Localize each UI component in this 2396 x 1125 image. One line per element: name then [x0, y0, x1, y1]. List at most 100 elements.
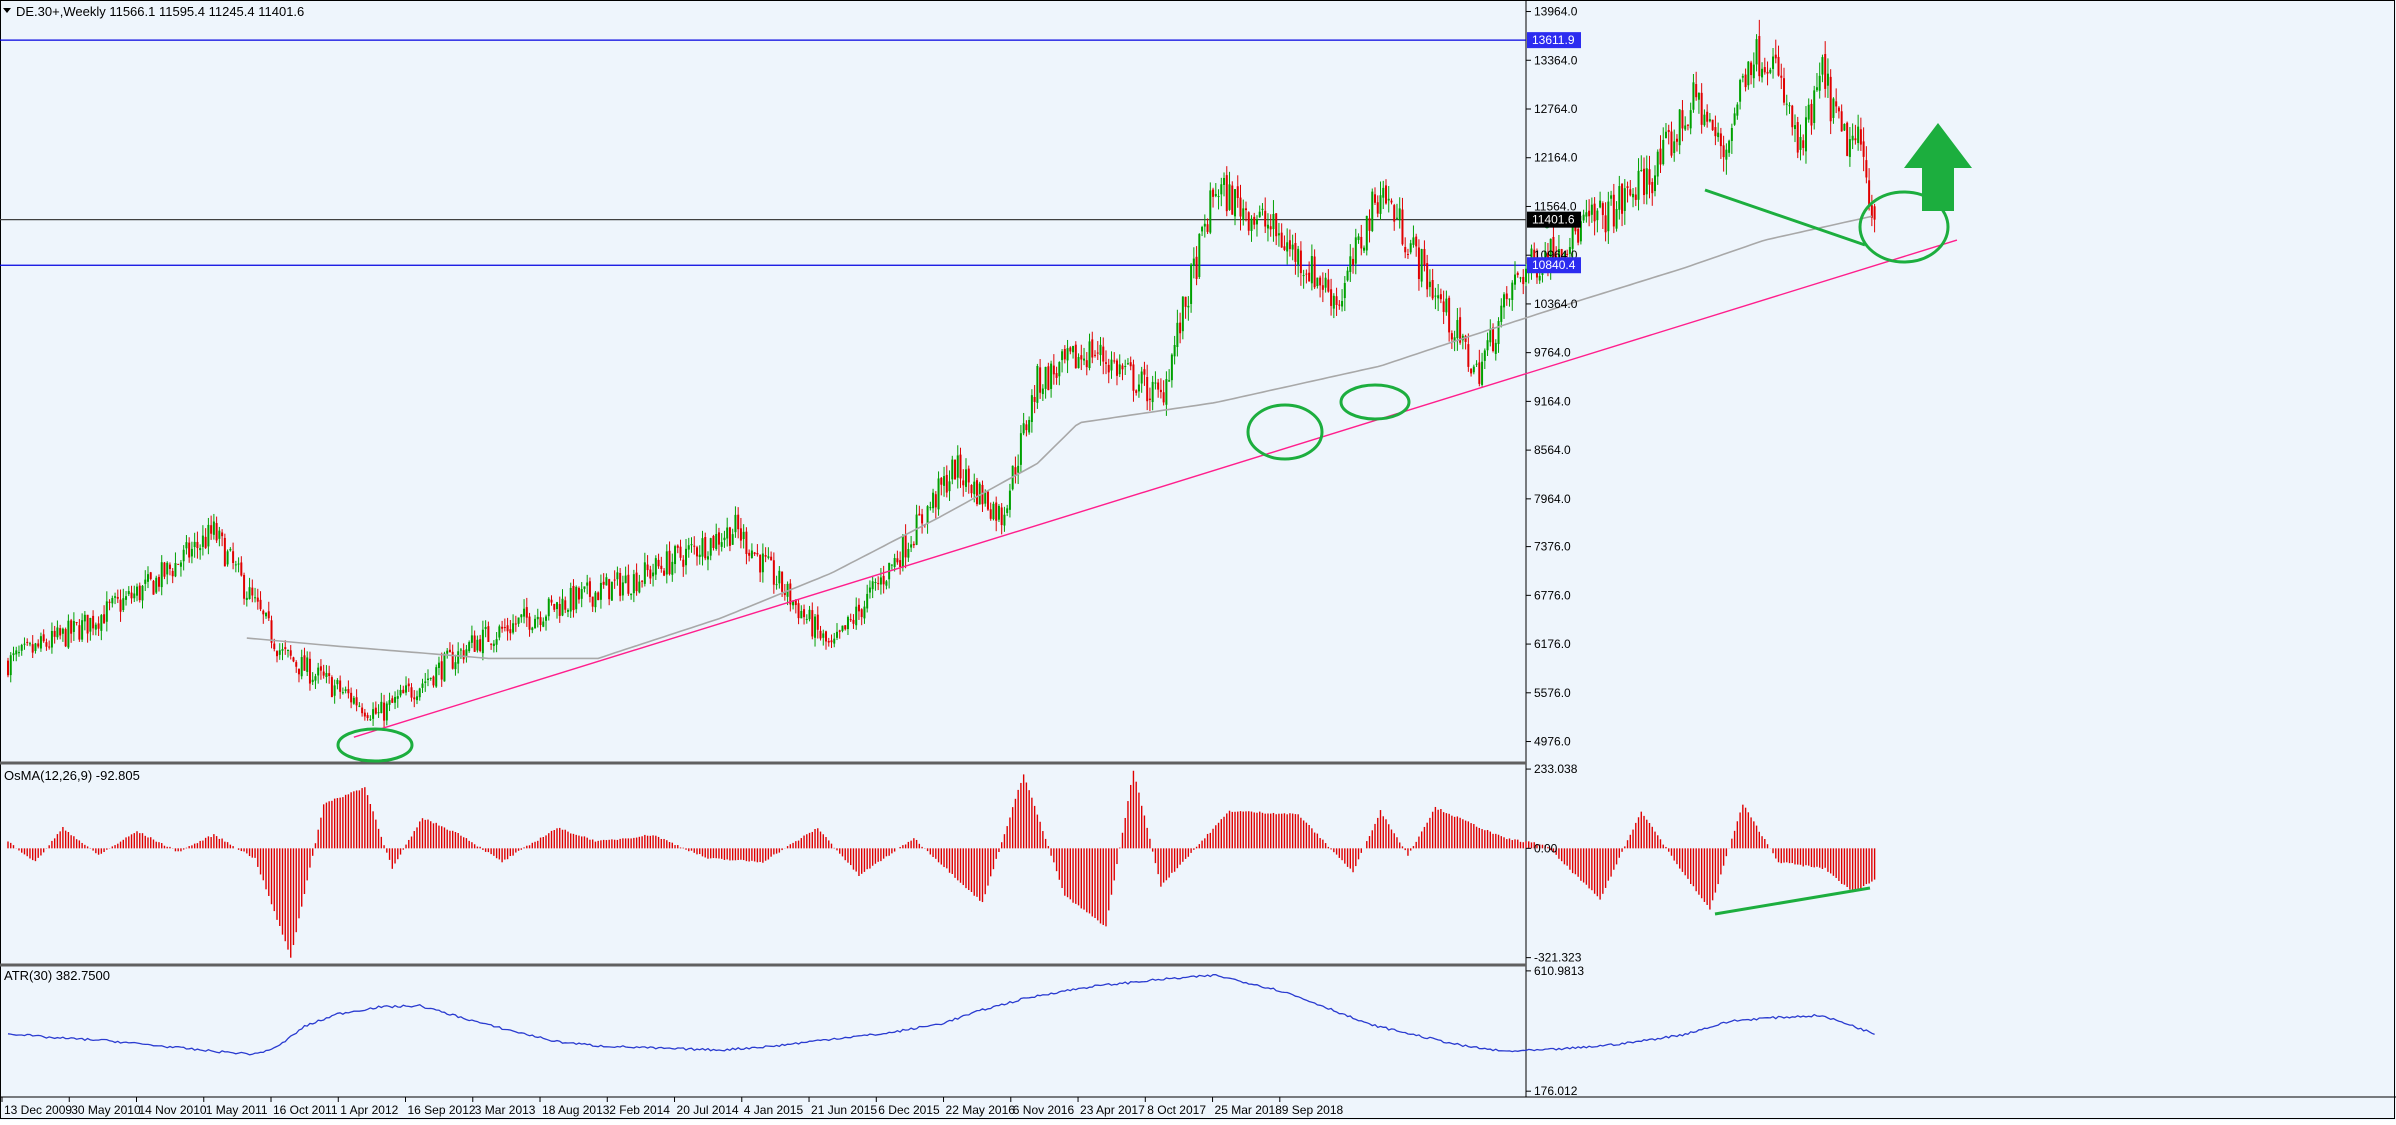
candle-body	[731, 534, 734, 545]
candle-body	[75, 622, 78, 624]
candle-body	[1052, 365, 1055, 375]
candle-body	[1489, 328, 1492, 343]
candle-body	[827, 640, 830, 643]
candle-body	[605, 577, 608, 586]
candle-body	[317, 667, 320, 676]
candle-body	[929, 507, 932, 509]
candle-body	[1228, 184, 1231, 210]
candle-body	[1804, 117, 1807, 152]
candle-body	[1036, 365, 1039, 403]
candle-body	[210, 525, 213, 534]
candle-body	[103, 614, 106, 624]
price-scale[interactable]: 13964.013364.012764.012164.011564.010964…	[1526, 5, 1578, 749]
candle-body	[1283, 246, 1286, 250]
price-pane[interactable]: DE.30+,Weekly 11566.1 11595.4 11245.4 11…	[0, 4, 1972, 763]
candle-body	[1514, 274, 1517, 285]
candle-body	[1080, 355, 1083, 360]
candle-body	[34, 643, 37, 651]
candle-body	[1343, 282, 1346, 299]
candle-body	[1157, 382, 1160, 390]
atr-tick-label: 176.012	[1534, 1084, 1578, 1098]
candle-body	[1456, 320, 1459, 339]
candle-body	[1404, 246, 1407, 253]
candle-body	[1706, 111, 1709, 122]
candle-body	[630, 593, 633, 596]
candle-body	[528, 616, 531, 630]
atr-pane[interactable]: ATR(30) 382.7500	[4, 968, 1875, 1056]
candle-body	[1522, 276, 1525, 285]
candle-body	[1409, 243, 1412, 253]
candle-body	[564, 600, 567, 610]
candle-body	[295, 662, 298, 667]
candle-body	[550, 599, 553, 603]
candle-body	[871, 581, 874, 590]
osma-scale[interactable]: 233.038 0.00 -321.323	[1526, 762, 1582, 965]
candle-body	[1115, 360, 1118, 376]
candle-body	[1039, 367, 1042, 393]
candle-body	[440, 661, 443, 680]
candle-body	[394, 696, 397, 703]
candle-body	[627, 574, 630, 594]
candle-body	[838, 630, 841, 632]
candle-body	[234, 564, 237, 566]
candle-body	[608, 579, 611, 600]
candle-body	[1763, 67, 1766, 73]
candle-body	[984, 492, 987, 504]
time-tick-label: 6 Nov 2016	[1013, 1103, 1075, 1117]
candle-body	[201, 535, 204, 547]
candle-body	[1434, 295, 1437, 297]
candle-body	[1077, 357, 1080, 369]
candle-body	[171, 570, 174, 577]
candle-body	[1217, 196, 1220, 198]
candle-body	[1365, 215, 1368, 251]
candle-body	[289, 650, 292, 656]
candle-body	[1736, 104, 1739, 116]
candle-body	[138, 585, 141, 601]
candle-body	[330, 677, 333, 698]
candle-body	[792, 601, 795, 606]
candle-body	[1783, 78, 1786, 103]
candle-body	[1654, 175, 1656, 192]
candle-body	[761, 553, 764, 573]
candle-body	[676, 545, 679, 548]
candle-body	[1774, 54, 1777, 59]
candle-body	[405, 685, 408, 693]
candle-body	[311, 679, 314, 683]
highlight-ellipse	[336, 727, 414, 763]
candle-body	[685, 548, 688, 566]
candle-body	[223, 537, 226, 567]
candle-body	[863, 606, 866, 619]
candle-body	[918, 513, 921, 516]
candle-body	[750, 550, 753, 558]
atr-scale[interactable]: 610.9813 176.012	[1526, 964, 1584, 1098]
candle-body	[1118, 364, 1121, 375]
candle-body	[1604, 215, 1607, 233]
candle-body	[97, 623, 100, 629]
rising-trendline[interactable]	[353, 239, 1958, 738]
candle-body	[926, 506, 929, 524]
candle-body	[1824, 54, 1827, 89]
candle-body	[42, 634, 45, 642]
candle-body	[473, 635, 476, 652]
candle-body	[1346, 270, 1349, 281]
candle-body	[1766, 71, 1769, 74]
candle-body	[1313, 256, 1316, 288]
osma-pane[interactable]: OsMA(12,26,9) -92.805	[4, 768, 1876, 958]
candle-body	[816, 614, 819, 630]
candle-body	[133, 593, 136, 599]
candle-body	[723, 537, 726, 541]
osma-histogram	[7, 770, 1876, 958]
candle-body	[303, 655, 306, 671]
candle-body	[12, 653, 15, 656]
candle-body	[1426, 263, 1429, 290]
candle-body	[1552, 236, 1555, 259]
candle-body	[402, 689, 405, 694]
candle-body	[844, 625, 847, 630]
osma-tick-label: -321.323	[1534, 951, 1582, 965]
candle-body	[668, 550, 671, 575]
candle-body	[1390, 200, 1393, 203]
candle-body	[1769, 69, 1772, 73]
